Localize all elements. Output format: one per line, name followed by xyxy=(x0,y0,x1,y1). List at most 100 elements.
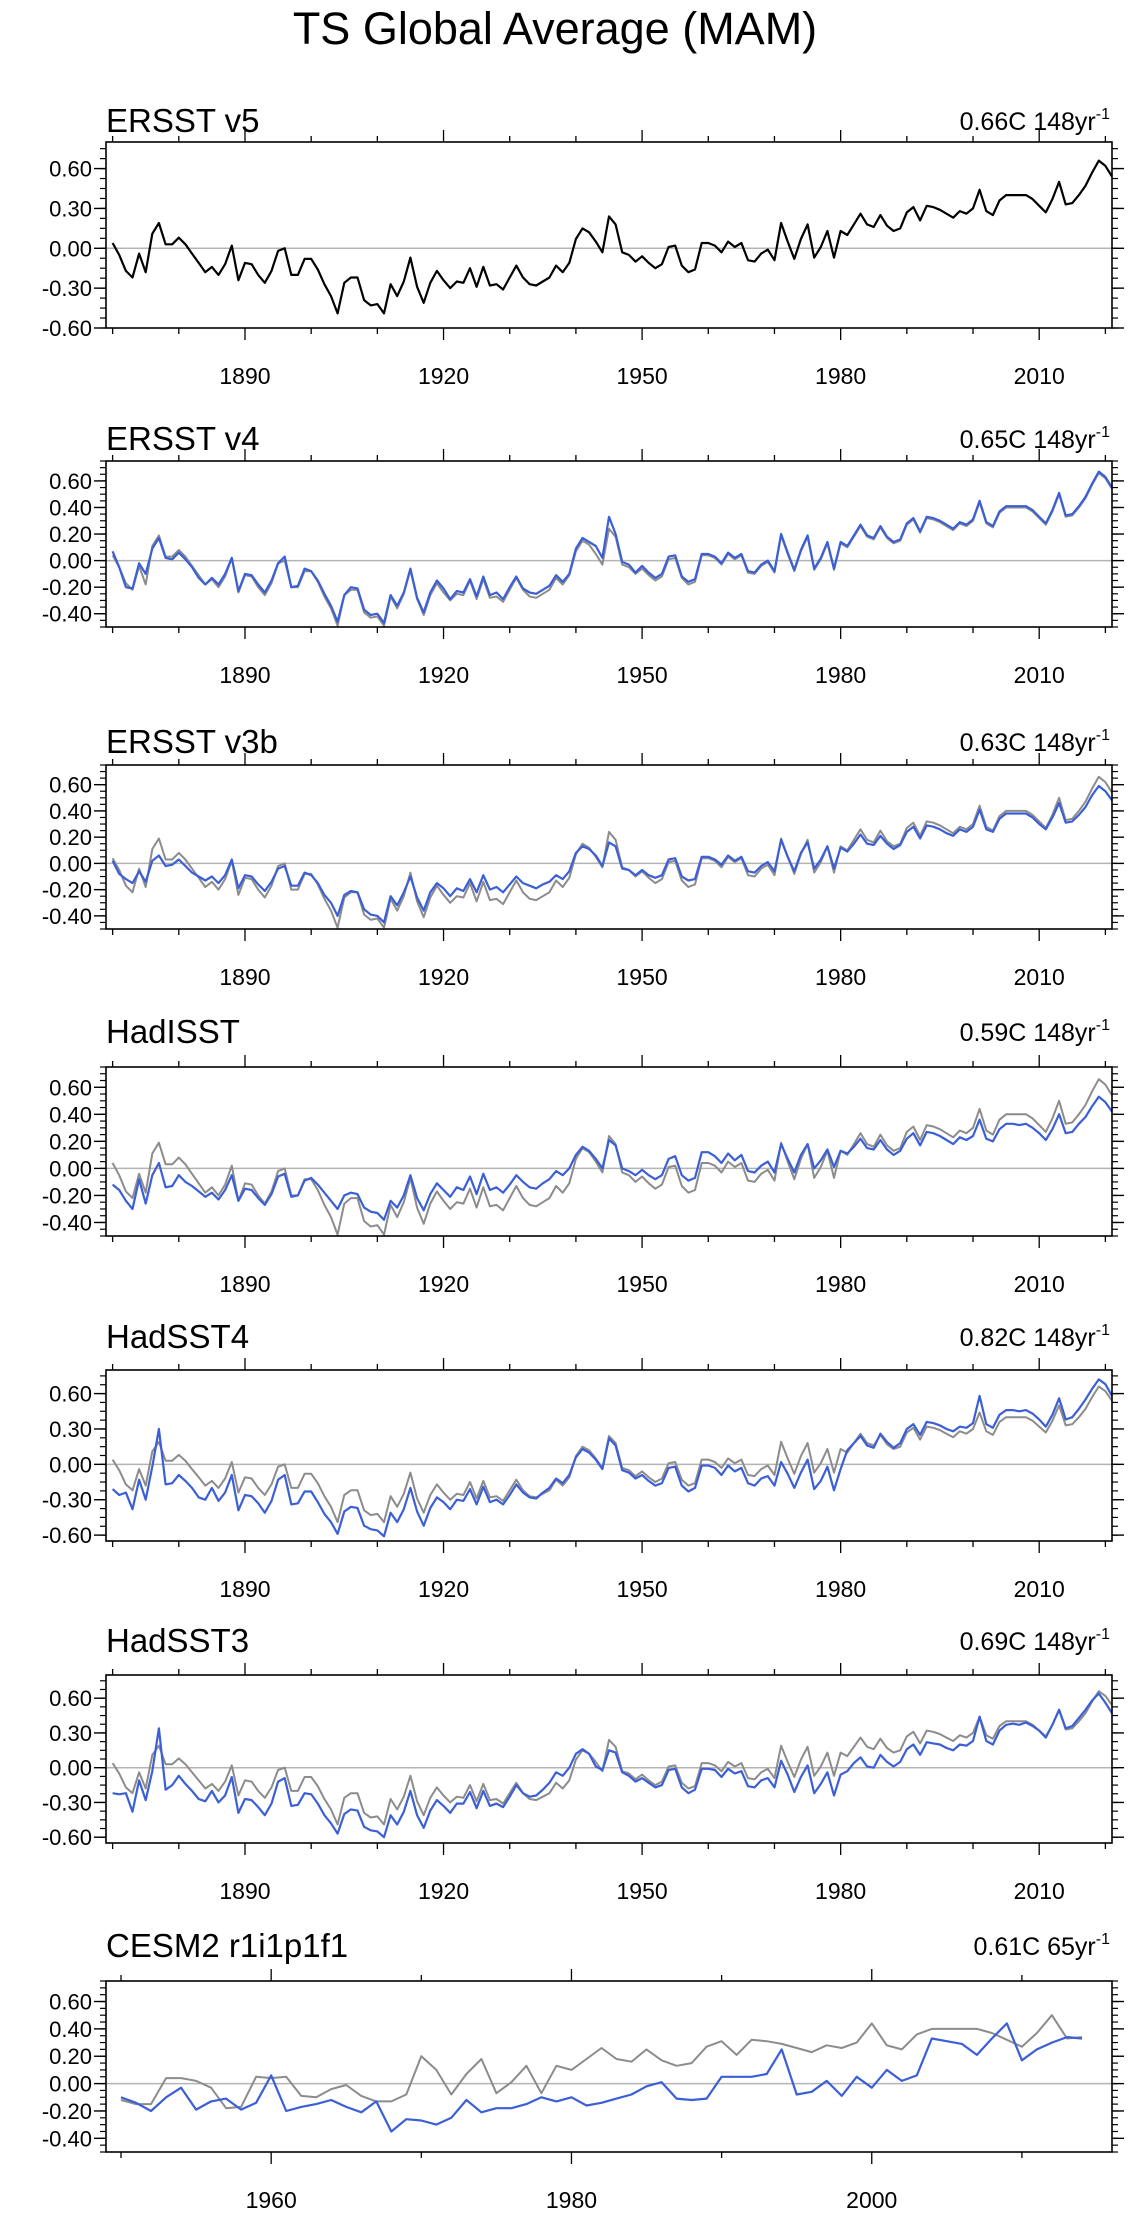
y-tick-label: -0.40 xyxy=(42,1210,92,1235)
x-tick-label: 1980 xyxy=(815,662,866,688)
y-tick-label: 0.20 xyxy=(49,825,92,850)
y-tick-label: 0.00 xyxy=(49,851,92,876)
series-line-reference xyxy=(111,1690,1113,1826)
x-tick-label: 1890 xyxy=(219,964,270,990)
series-line-primary xyxy=(111,1095,1113,1221)
y-tick-label: 0.30 xyxy=(49,1417,92,1442)
x-tick-label: 1960 xyxy=(246,2187,297,2213)
series-line-reference xyxy=(111,1385,1113,1524)
y-tick-label: -0.40 xyxy=(42,904,92,929)
y-tick-label: 0.60 xyxy=(49,773,92,798)
y-tick-label: -0.40 xyxy=(42,602,92,627)
y-tick-label: 0.00 xyxy=(49,1156,92,1181)
panel-frame xyxy=(105,1674,1113,1844)
x-tick-label: 1920 xyxy=(418,964,469,990)
series-line-primary xyxy=(120,2022,1083,2133)
x-tick-label: 1950 xyxy=(617,662,668,688)
panel-title: HadISST xyxy=(106,1013,240,1050)
series-line-reference xyxy=(111,775,1113,929)
panel-title: HadSST3 xyxy=(106,1622,249,1659)
panel-stat-label: 0.59C 148yr-1 xyxy=(960,1017,1111,1047)
figure-title: TS Global Average (MAM) xyxy=(293,3,817,54)
y-tick-label: 0.30 xyxy=(49,196,92,221)
y-tick-label: -0.20 xyxy=(42,878,92,903)
x-tick-label: 2010 xyxy=(1014,1878,1065,1904)
y-tick-label: 0.60 xyxy=(49,1075,92,1100)
series-line-reference xyxy=(111,472,1113,627)
x-tick-label: 1950 xyxy=(617,1271,668,1297)
y-tick-label: 0.60 xyxy=(49,469,92,494)
x-tick-label: 1920 xyxy=(418,1576,469,1602)
y-tick-label: -0.20 xyxy=(42,1183,92,1208)
x-tick-label: 1980 xyxy=(546,2187,597,2213)
y-tick-label: 0.60 xyxy=(49,1686,92,1711)
x-tick-label: 2010 xyxy=(1014,662,1065,688)
x-tick-label: 1920 xyxy=(418,662,469,688)
y-tick-label: -0.60 xyxy=(42,1825,92,1850)
panel-title: ERSST v3b xyxy=(106,723,278,760)
y-tick-label: -0.30 xyxy=(42,276,92,301)
series-line-primary xyxy=(111,470,1113,625)
x-tick-label: 2010 xyxy=(1014,1576,1065,1602)
panel-1: ERSST v5 0.66C 148yr-1 -0.60 -0.30 0.00 0.30 0… xyxy=(42,102,1124,389)
panel-title: ERSST v5 xyxy=(106,102,259,139)
series-line-primary xyxy=(111,159,1113,315)
x-tick-label: 2000 xyxy=(846,2187,897,2213)
x-tick-label: 1890 xyxy=(219,1576,270,1602)
y-tick-label: 0.60 xyxy=(49,1382,92,1407)
panel-stat-label: 0.63C 148yr-1 xyxy=(960,727,1111,757)
series-line-primary xyxy=(112,1692,1113,1839)
y-tick-label: 0.00 xyxy=(49,2072,92,2097)
y-tick-label: 0.20 xyxy=(49,522,92,547)
x-tick-label: 1890 xyxy=(219,363,270,389)
panel-4: HadISST 0.59C 148yr-1-0.40-0.200.000.200.… xyxy=(42,1013,1124,1297)
panel-frame xyxy=(105,141,1113,329)
series-line-primary xyxy=(111,784,1113,924)
x-tick-label: 1980 xyxy=(815,1878,866,1904)
y-tick-label: -0.40 xyxy=(42,2126,92,2151)
panel-3: ERSST v3b 0.63C 148yr-1 -0.40-0.200.000.20… xyxy=(42,723,1124,990)
y-tick-label: 0.60 xyxy=(49,1990,92,2015)
panel-stat-label: 0.69C 148yr-1 xyxy=(960,1626,1111,1656)
panel-stat-label: 0.66C 148yr-1 xyxy=(960,106,1111,136)
y-tick-label: 0.40 xyxy=(49,2017,92,2042)
panel-title: ERSST v4 xyxy=(106,420,259,457)
x-tick-label: 2010 xyxy=(1014,1271,1065,1297)
series-line-reference xyxy=(120,2014,1083,2110)
x-tick-label: 1950 xyxy=(617,1576,668,1602)
x-tick-label: 1980 xyxy=(815,964,866,990)
panel-6: HadSST3 0.69C 148yr-1 -0.60 -0.30 0.00 0.30 0.… xyxy=(42,1622,1124,1904)
y-tick-label: 0.20 xyxy=(49,2044,92,2069)
y-tick-label: -0.20 xyxy=(42,575,92,600)
y-tick-label: 0.40 xyxy=(49,799,92,824)
y-tick-label: 0.00 xyxy=(49,236,92,261)
series-line-primary xyxy=(111,1378,1113,1538)
x-tick-label: 1980 xyxy=(815,1576,866,1602)
y-tick-label: 0.30 xyxy=(49,1721,92,1746)
x-tick-label: 1890 xyxy=(219,662,270,688)
x-tick-label: 1950 xyxy=(617,363,668,389)
x-tick-label: 1950 xyxy=(617,964,668,990)
panel-title: CESM2 r1i1p1f1 xyxy=(106,1927,348,1964)
x-tick-label: 2010 xyxy=(1014,964,1065,990)
panels: ERSST v5 0.66C 148yr-1 -0.60 -0.30 0.00 0.30 0… xyxy=(42,102,1124,2213)
y-tick-label: 0.40 xyxy=(49,1102,92,1127)
panel-frame xyxy=(105,460,1113,628)
panel-stat-label: 0.65C 148yr-1 xyxy=(960,424,1111,454)
panel-frame xyxy=(105,1980,1113,2153)
y-tick-label: -0.60 xyxy=(42,1523,92,1548)
y-tick-label: 0.00 xyxy=(49,549,92,574)
panel-2: ERSST v4 0.65C 148yr-1 -0.40-0.200.000.20 0… xyxy=(42,420,1124,688)
x-tick-label: 1980 xyxy=(815,1271,866,1297)
y-tick-label: 0.00 xyxy=(49,1756,92,1781)
x-tick-label: 1890 xyxy=(219,1271,270,1297)
y-tick-label: -0.30 xyxy=(42,1488,92,1513)
y-tick-label: 0.60 xyxy=(49,157,92,182)
y-tick-label: 0.20 xyxy=(49,1129,92,1154)
y-tick-label: 0.00 xyxy=(49,1452,92,1477)
y-tick-label: -0.30 xyxy=(42,1790,92,1815)
x-tick-label: 2010 xyxy=(1014,363,1065,389)
x-tick-label: 1920 xyxy=(418,1878,469,1904)
x-tick-label: 1890 xyxy=(219,1878,270,1904)
